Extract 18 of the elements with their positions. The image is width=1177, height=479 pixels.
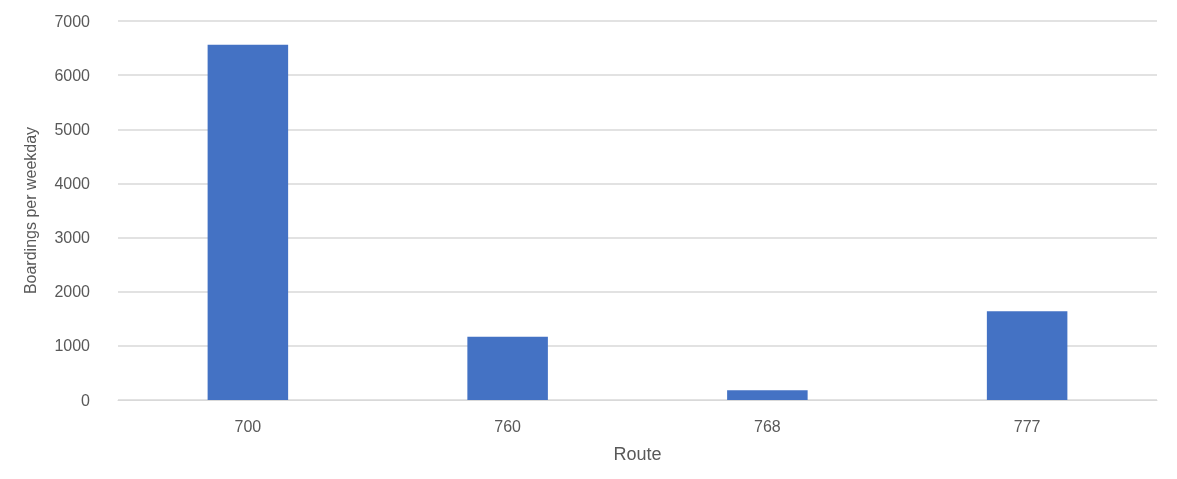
x-tick-label: 768 — [754, 417, 781, 435]
x-tick-label: 777 — [1013, 417, 1041, 435]
y-tick-label: 3000 — [54, 229, 91, 247]
bar — [467, 336, 548, 400]
y-tick-label: 7000 — [54, 12, 91, 30]
y-tick-label: 2000 — [54, 283, 91, 301]
bar — [727, 390, 808, 400]
y-tick-label: 0 — [81, 391, 91, 409]
x-axis-title: Route — [613, 444, 662, 464]
y-tick-label: 5000 — [54, 120, 91, 138]
bar — [207, 44, 289, 400]
y-tick-label: 1000 — [54, 337, 91, 355]
bar — [986, 311, 1068, 400]
x-tick-label: 760 — [494, 417, 522, 435]
x-tick-label: 700 — [234, 417, 262, 435]
y-tick-label: 6000 — [54, 66, 91, 84]
y-axis-title: Boardings per weekday — [21, 126, 39, 295]
y-tick-label: 4000 — [54, 174, 91, 192]
